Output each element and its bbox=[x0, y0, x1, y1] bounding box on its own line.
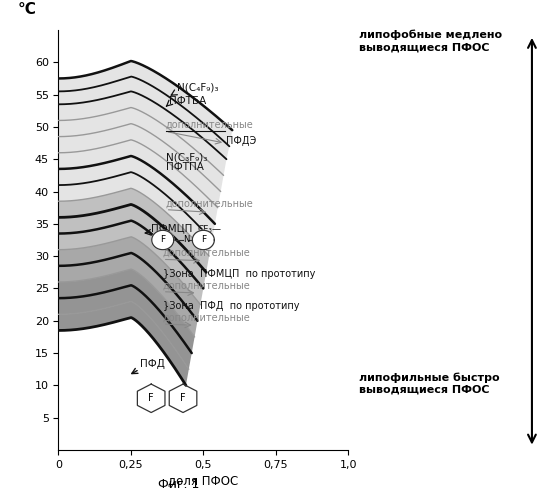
Text: F: F bbox=[148, 394, 154, 404]
Text: F: F bbox=[160, 236, 165, 244]
Text: N(C₄F₉)₃: N(C₄F₉)₃ bbox=[177, 82, 219, 92]
Text: ПФТБА: ПФТБА bbox=[169, 96, 206, 106]
Polygon shape bbox=[58, 140, 218, 224]
Polygon shape bbox=[58, 124, 221, 208]
Text: Фиг. 1: Фиг. 1 bbox=[158, 478, 199, 491]
Text: F: F bbox=[201, 236, 206, 244]
Text: ПФД: ПФД bbox=[140, 359, 164, 369]
Polygon shape bbox=[58, 220, 203, 304]
Text: липофобные медлено
выводящиеся ПФОС: липофобные медлено выводящиеся ПФОС bbox=[359, 30, 502, 52]
Polygon shape bbox=[152, 230, 174, 250]
Polygon shape bbox=[58, 253, 198, 337]
Text: N: N bbox=[183, 236, 189, 244]
Text: ПФМЦП: ПФМЦП bbox=[151, 224, 193, 234]
Polygon shape bbox=[58, 61, 232, 146]
Text: }Зона  ПФД  по прототипу: }Зона ПФД по прототипу bbox=[163, 301, 299, 311]
Polygon shape bbox=[58, 204, 206, 288]
Polygon shape bbox=[58, 92, 227, 176]
Text: дополнительные: дополнительные bbox=[165, 120, 253, 130]
Text: CF₃—: CF₃— bbox=[198, 224, 222, 234]
Polygon shape bbox=[58, 108, 223, 192]
Polygon shape bbox=[58, 285, 192, 369]
Polygon shape bbox=[58, 302, 189, 386]
Polygon shape bbox=[58, 172, 212, 256]
Text: ПФТПА: ПФТПА bbox=[165, 162, 203, 172]
Polygon shape bbox=[58, 188, 209, 272]
Text: F: F bbox=[180, 394, 186, 404]
Polygon shape bbox=[192, 230, 214, 250]
Polygon shape bbox=[58, 76, 229, 159]
Text: дополнительные: дополнительные bbox=[165, 198, 253, 208]
Polygon shape bbox=[58, 237, 201, 321]
Text: N(C₃F₉)₃: N(C₃F₉)₃ bbox=[165, 152, 207, 162]
X-axis label: доля ПФОС: доля ПФОС bbox=[168, 474, 238, 487]
Text: дополнительные: дополнительные bbox=[163, 280, 251, 290]
Text: липофильные быстро
выводящиеся ПФОС: липофильные быстро выводящиеся ПФОС bbox=[359, 372, 500, 394]
Text: дополнительные: дополнительные bbox=[163, 248, 251, 258]
Polygon shape bbox=[58, 269, 194, 353]
Text: }Зона  ПФМЦП  по прототипу: }Зона ПФМЦП по прототипу bbox=[163, 269, 315, 279]
Polygon shape bbox=[58, 156, 215, 240]
Text: ПФДЭ: ПФДЭ bbox=[227, 136, 257, 145]
Text: дополнительные: дополнительные bbox=[163, 312, 251, 322]
Text: °C: °C bbox=[18, 2, 37, 18]
